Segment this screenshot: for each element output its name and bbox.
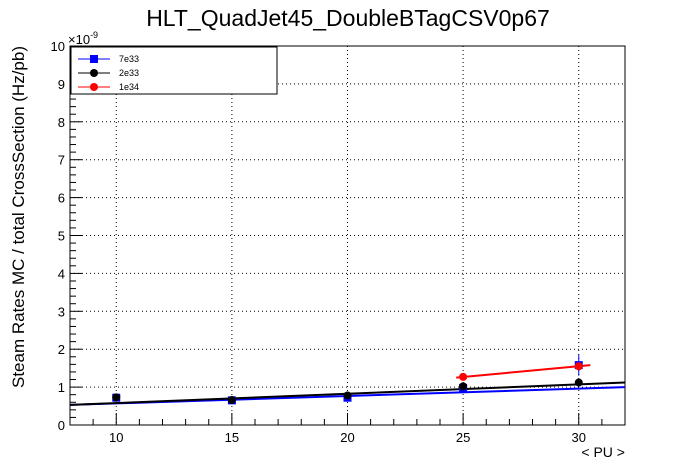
y-tick-label: 8 <box>58 115 65 130</box>
tick-labels: 10 15 20 25 30 0 1 2 3 4 5 6 7 8 9 10 <box>51 39 586 445</box>
y-tick-label: 4 <box>58 266 65 281</box>
y-tick-label: 6 <box>58 191 65 206</box>
point-2e33 <box>343 391 352 400</box>
y-tick-label: 10 <box>51 39 65 54</box>
x-tick-label: 10 <box>109 430 123 445</box>
y-tick-label: 0 <box>58 418 65 433</box>
y-axis-label: Steam Rates MC / total CrossSection (Hz/… <box>9 46 28 388</box>
y-exponent-label: ×10-9 <box>68 30 98 47</box>
x-tick-label: 30 <box>572 430 586 445</box>
legend-marker-1e34 <box>90 83 98 91</box>
point-1e34 <box>459 372 468 381</box>
legend-label-7e33: 7e33 <box>119 54 139 64</box>
point-2e33 <box>227 395 236 404</box>
y-tick-label: 7 <box>58 153 65 168</box>
point-2e33 <box>459 382 468 391</box>
point-1e34 <box>574 362 583 371</box>
legend-marker-7e33 <box>90 55 98 63</box>
y-tick-label: 2 <box>58 342 65 357</box>
legend-marker-2e33 <box>90 69 98 77</box>
legend-label-1e34: 1e34 <box>119 82 139 92</box>
x-tick-label: 20 <box>340 430 354 445</box>
legend: 7e33 2e33 1e34 <box>70 46 278 95</box>
grid-lines <box>70 46 625 425</box>
y-tick-label: 9 <box>58 77 65 92</box>
y-tick-label: 1 <box>58 380 65 395</box>
legend-label-2e33: 2e33 <box>119 68 139 78</box>
x-axis-label: < PU > <box>581 444 625 460</box>
legend-box <box>70 46 278 95</box>
y-tick-label: 3 <box>58 304 65 319</box>
chart-title: HLT_QuadJet45_DoubleBTagCSV0p67 <box>146 5 550 31</box>
fit-line-1e34 <box>456 364 591 379</box>
y-tick-label: 5 <box>58 229 65 244</box>
point-2e33 <box>574 378 583 387</box>
x-tick-label: 25 <box>456 430 470 445</box>
data-markers <box>112 354 583 405</box>
x-tick-label: 15 <box>225 430 239 445</box>
point-2e33 <box>112 393 121 402</box>
